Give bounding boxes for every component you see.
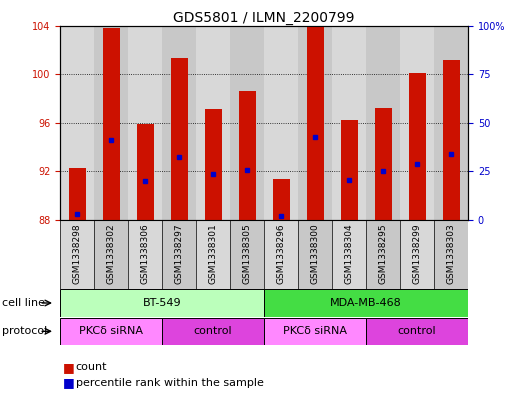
Bar	[264, 318, 366, 345]
Text: control: control	[398, 326, 436, 336]
Bar	[137, 124, 154, 220]
Bar	[230, 220, 264, 289]
Bar	[306, 24, 324, 220]
Bar	[103, 28, 120, 220]
Bar	[374, 108, 392, 220]
Bar	[400, 220, 434, 289]
Text: control: control	[194, 326, 232, 336]
Bar	[332, 220, 366, 289]
Bar	[230, 26, 264, 220]
Text: percentile rank within the sample: percentile rank within the sample	[76, 378, 264, 388]
Bar	[442, 60, 460, 220]
Bar	[298, 220, 332, 289]
Bar	[264, 220, 298, 289]
Bar	[196, 26, 230, 220]
Bar	[340, 120, 358, 220]
Bar	[204, 109, 222, 220]
Bar	[264, 26, 298, 220]
Bar	[434, 26, 468, 220]
Bar	[128, 220, 162, 289]
Text: ■: ■	[63, 360, 74, 374]
Text: GSM1338300: GSM1338300	[311, 224, 320, 284]
Text: PKCδ siRNA: PKCδ siRNA	[79, 326, 143, 336]
Text: PKCδ siRNA: PKCδ siRNA	[283, 326, 347, 336]
Text: BT-549: BT-549	[143, 298, 181, 308]
Bar	[366, 220, 400, 289]
Bar	[162, 318, 264, 345]
Text: GSM1338306: GSM1338306	[141, 224, 150, 284]
Bar	[60, 289, 264, 317]
Text: GSM1338297: GSM1338297	[175, 224, 184, 284]
Bar	[332, 26, 366, 220]
Bar	[366, 318, 468, 345]
Text: GSM1338299: GSM1338299	[413, 224, 422, 284]
Text: GSM1338304: GSM1338304	[345, 224, 354, 284]
Text: GSM1338295: GSM1338295	[379, 224, 388, 284]
Text: GSM1338305: GSM1338305	[243, 224, 252, 284]
Text: protocol: protocol	[2, 326, 47, 336]
Bar	[94, 26, 128, 220]
Text: GSM1338303: GSM1338303	[447, 224, 456, 284]
Bar	[434, 220, 468, 289]
Title: GDS5801 / ILMN_2200799: GDS5801 / ILMN_2200799	[173, 11, 355, 24]
Bar	[60, 318, 162, 345]
Bar	[128, 26, 162, 220]
Text: cell line: cell line	[2, 298, 44, 308]
Text: MDA-MB-468: MDA-MB-468	[330, 298, 402, 308]
Bar	[366, 26, 400, 220]
Text: GSM1338298: GSM1338298	[73, 224, 82, 284]
Text: count: count	[76, 362, 107, 372]
Bar	[408, 73, 426, 220]
Text: GSM1338301: GSM1338301	[209, 224, 218, 284]
Bar	[69, 168, 86, 220]
Bar	[94, 220, 128, 289]
Bar	[170, 59, 188, 220]
Text: ■: ■	[63, 376, 74, 389]
Bar	[400, 26, 434, 220]
Bar	[298, 26, 332, 220]
Bar	[264, 289, 468, 317]
Bar	[60, 26, 94, 220]
Bar	[162, 26, 196, 220]
Text: GSM1338302: GSM1338302	[107, 224, 116, 284]
Bar	[162, 220, 196, 289]
Bar	[60, 220, 94, 289]
Text: GSM1338296: GSM1338296	[277, 224, 286, 284]
Bar	[272, 179, 290, 220]
Bar	[238, 91, 256, 220]
Bar	[196, 220, 230, 289]
